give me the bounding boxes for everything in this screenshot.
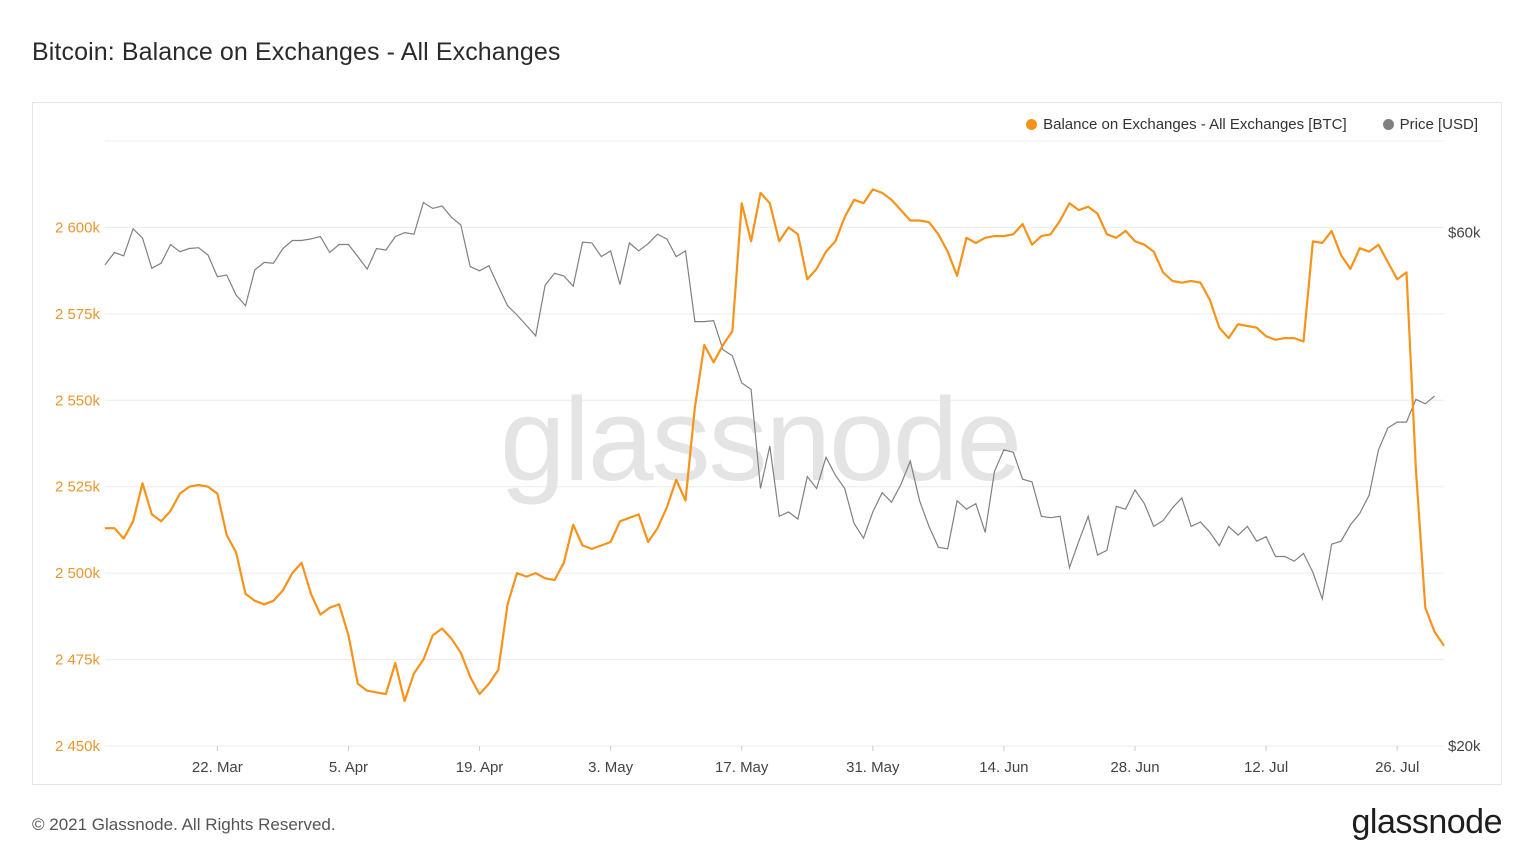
y-right-tick-label: $60k: [1448, 225, 1481, 242]
y-left-tick-label: 2 550k: [55, 392, 101, 409]
balance-dot-icon: [1026, 119, 1038, 130]
x-tick-label: 5. Apr: [329, 759, 368, 776]
legend-item-price[interactable]: Price [USD]: [1382, 116, 1478, 133]
chart-panel: [32, 102, 1502, 785]
y-axis-right-labels: $20k $60k: [1448, 225, 1481, 755]
glassnode-logo[interactable]: glassnode: [1351, 803, 1502, 841]
y-left-tick-label: 2 500k: [55, 565, 101, 582]
x-tick-label: 12. Jul: [1244, 759, 1288, 776]
y-left-tick-label: 2 600k: [55, 219, 101, 236]
y-left-tick-label: 2 525k: [55, 479, 101, 496]
x-tick-label: 14. Jun: [979, 759, 1028, 776]
y-left-tick-label: 2 475k: [55, 652, 101, 669]
chart-title: Bitcoin: Balance on Exchanges - All Exch…: [32, 38, 561, 66]
legend-item-balance[interactable]: Balance on Exchanges - All Exchanges [BT…: [1026, 116, 1347, 133]
x-tick-label: 17. May: [715, 759, 769, 776]
x-tick-label: 31. May: [846, 759, 900, 776]
x-tick-label: 22. Mar: [192, 759, 243, 776]
y-axis-left-labels: 2 450k 2 475k 2 500k 2 525k 2 550k 2 575k 2 60…: [55, 219, 101, 755]
copyright-text: © 2021 Glassnode. All Rights Reserved.: [32, 815, 336, 834]
legend-label-price: Price [USD]: [1399, 116, 1478, 133]
x-axis-labels: 22. Mar 5. Apr 19. Apr 3. May 17. May 31. May…: [192, 746, 1419, 776]
price-series-line: [104, 201, 1435, 602]
x-tick-label: 19. Apr: [456, 759, 504, 776]
balance-series-line: [105, 188, 1445, 703]
legend: Balance on Exchanges - All Exchanges [BT…: [1026, 116, 1478, 133]
y-left-tick-label: 2 575k: [55, 306, 101, 323]
legend-label-balance: Balance on Exchanges - All Exchanges [BT…: [1043, 116, 1347, 133]
x-tick-label: 26. Jul: [1375, 759, 1419, 776]
y-right-tick-label: $20k: [1448, 738, 1481, 755]
price-dot-icon: [1382, 119, 1394, 130]
grid-lines: [105, 140, 1444, 747]
x-tick-label: 3. May: [588, 759, 634, 776]
x-tick-label: 28. Jun: [1110, 759, 1159, 776]
y-left-tick-label: 2 450k: [55, 738, 101, 755]
